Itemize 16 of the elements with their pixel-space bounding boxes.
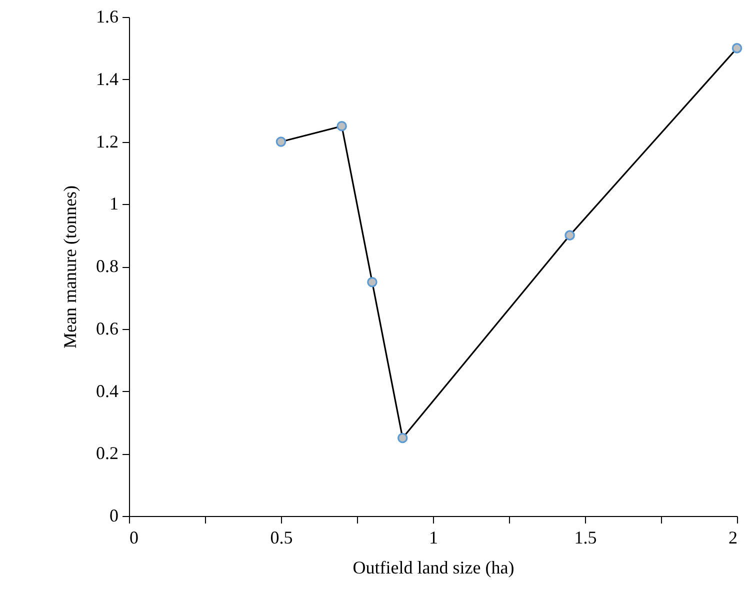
x-tick-label: 2 xyxy=(728,528,738,548)
x-tick-label: 1.5 xyxy=(574,528,597,548)
x-tick-label: 0.5 xyxy=(270,528,293,548)
y-tick-label: 1.6 xyxy=(96,6,118,26)
x-axis-title: Outfield land size (ha) xyxy=(352,558,514,578)
y-tick-label: 0.6 xyxy=(96,318,118,338)
y-axis-title: Mean manure (tonnes) xyxy=(60,186,80,348)
x-tick-label: 0 xyxy=(130,528,138,548)
y-tick-label: 1.4 xyxy=(96,68,118,89)
y-tick-label: 0.2 xyxy=(96,443,118,464)
y-tick-label: 1 xyxy=(110,194,118,214)
y-tick-label: 1.2 xyxy=(96,131,118,152)
y-tick-label: 0 xyxy=(110,506,118,526)
y-tick-label: 0.4 xyxy=(96,380,118,401)
y-tick-label: 0.8 xyxy=(96,256,118,276)
x-tick-label: 1 xyxy=(429,528,438,548)
